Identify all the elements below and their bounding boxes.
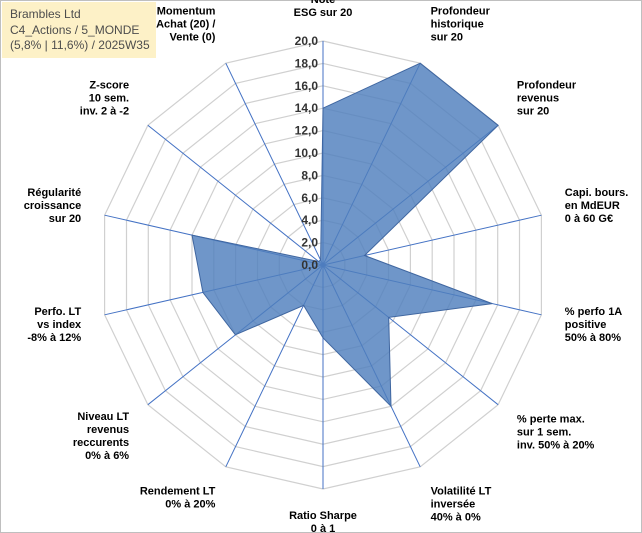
title-stats: (5,8% | 11,6%) / 2025W35 <box>10 38 150 52</box>
tick-label: 12,0 <box>295 124 319 138</box>
tick-label: 2,0 <box>301 236 318 250</box>
radar-tick-labels: 0,0 2,0 4,0 6,0 8,0 10,0 12,0 14,0 16,0 18,0 20,0 <box>295 34 319 272</box>
axis-label-11: Régularité croissance sur 20 <box>24 187 81 225</box>
title-company: Brambles Ltd <box>10 7 81 21</box>
tick-label: 18,0 <box>295 56 319 70</box>
tick-label: 6,0 <box>301 191 318 205</box>
axis-label-10: Perfo. LT vs index -8% à 12% <box>27 306 82 344</box>
tick-label: 0,0 <box>301 258 318 272</box>
axis-label-13: Momentum Achat (20) / Vente (0) <box>156 6 216 44</box>
spoke-13 <box>225 62 324 266</box>
axis-label-8: Rendement LT 0% à 20% <box>140 485 216 510</box>
radar-series <box>191 62 499 408</box>
radar-axis-labels: Note ESG sur 20 Profondeur historique sur 20… <box>24 0 629 533</box>
axis-label-6: Volatilité LT inversée 40% à 0% <box>431 485 492 523</box>
axis-label-2: Profondeur revenus sur 20 <box>517 80 577 118</box>
axis-label-9: Niveau LT revenus reccurents 0% à 6% <box>73 411 130 462</box>
axis-label-1: Profondeur historique sur 20 <box>431 6 491 44</box>
tick-label: 16,0 <box>295 79 319 93</box>
tick-label: 8,0 <box>301 168 318 182</box>
spoke-12 <box>147 124 324 266</box>
title-box: Brambles Ltd C4_Actions / 5_MONDE (5,8% … <box>2 2 156 58</box>
tick-label: 20,0 <box>295 34 319 48</box>
series-area <box>191 62 499 408</box>
axis-label-5: % perte max. sur 1 sem. inv. 50% à 20% <box>517 413 595 451</box>
axis-label-7: Ratio Sharpe 0 à 1 <box>289 510 357 533</box>
axis-label-4: % perfo 1A positive 50% à 80% <box>565 306 623 344</box>
axis-label-0: Note ESG sur 20 <box>294 0 353 19</box>
title-category: C4_Actions / 5_MONDE <box>10 22 140 37</box>
tick-label: 10,0 <box>295 146 319 160</box>
axis-label-12: Z-score 10 sem. inv. 2 à -2 <box>80 80 129 118</box>
tick-label: 14,0 <box>295 101 319 115</box>
tick-label: 4,0 <box>301 213 318 227</box>
axis-label-3: Capi. bours. en MdEUR 0 à 60 G€ <box>565 187 629 225</box>
